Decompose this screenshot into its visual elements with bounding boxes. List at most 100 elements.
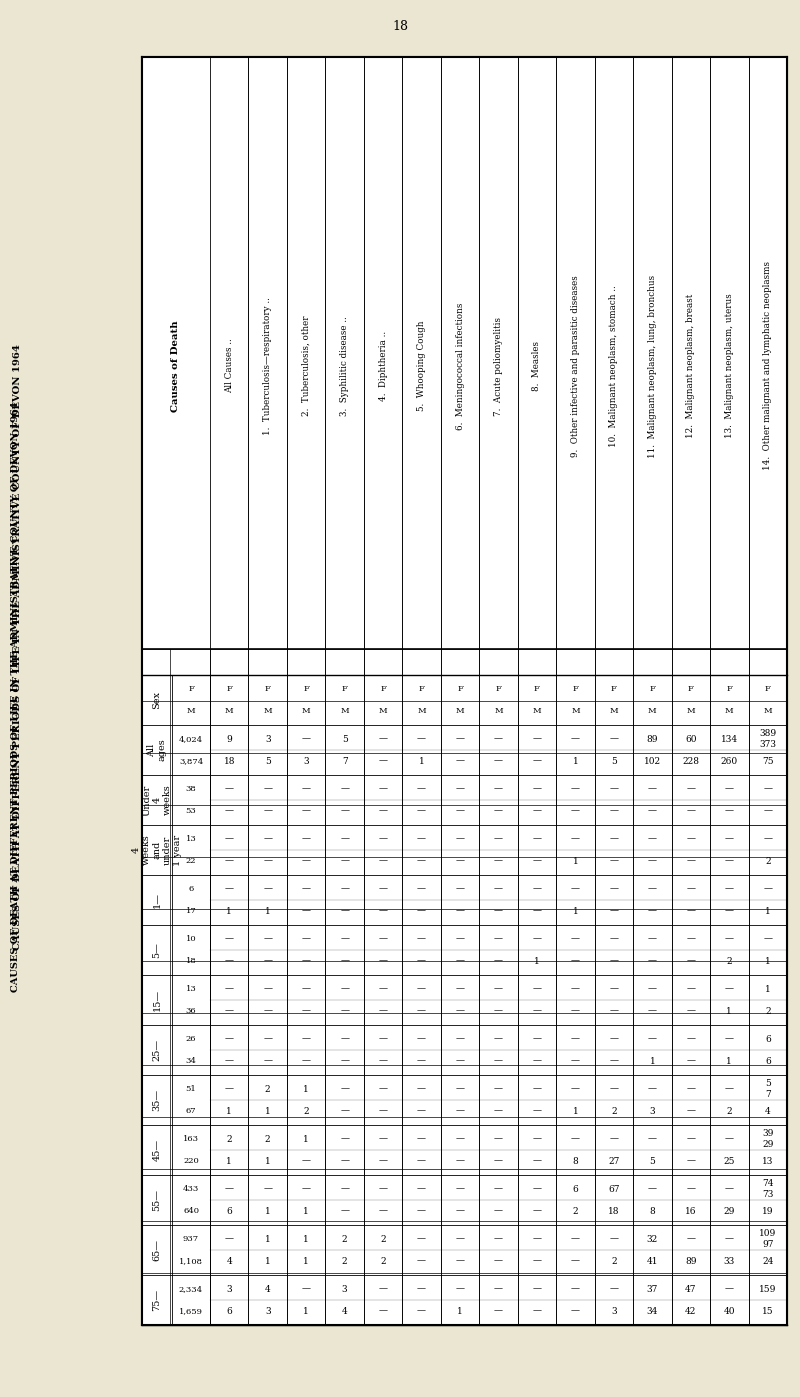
- Text: 10: 10: [186, 935, 196, 943]
- Text: 163: 163: [183, 1134, 199, 1143]
- Text: —: —: [417, 1084, 426, 1094]
- Text: 4: 4: [226, 1256, 232, 1266]
- Text: —: —: [610, 785, 618, 793]
- Text: —: —: [571, 935, 580, 943]
- Text: 6: 6: [573, 1185, 578, 1193]
- Text: —: —: [533, 1006, 542, 1016]
- Text: 2: 2: [226, 1134, 232, 1144]
- Text: —: —: [533, 1207, 542, 1215]
- Text: —: —: [340, 1056, 349, 1066]
- Text: —: —: [494, 907, 503, 915]
- Text: —: —: [571, 1284, 580, 1294]
- Text: —: —: [340, 1157, 349, 1165]
- Text: 1: 1: [765, 985, 770, 993]
- Text: —: —: [494, 884, 503, 894]
- Text: —: —: [417, 935, 426, 943]
- Text: —: —: [263, 1185, 272, 1193]
- Text: —: —: [686, 1235, 695, 1243]
- Text: 260: 260: [721, 757, 738, 766]
- Text: 5: 5: [650, 1157, 655, 1165]
- Text: —: —: [610, 1284, 618, 1294]
- Text: —: —: [494, 1006, 503, 1016]
- Text: —: —: [571, 957, 580, 965]
- Text: 34: 34: [646, 1306, 658, 1316]
- Text: M: M: [686, 707, 695, 715]
- Text: —: —: [455, 907, 465, 915]
- Text: —: —: [686, 1157, 695, 1165]
- Text: —: —: [378, 1157, 388, 1165]
- Text: F: F: [188, 685, 194, 693]
- Text: —: —: [455, 985, 465, 993]
- Text: 3: 3: [265, 735, 270, 743]
- Text: 25—: 25—: [153, 1039, 162, 1062]
- Text: 1—: 1—: [153, 893, 162, 908]
- Text: F: F: [457, 685, 463, 693]
- Text: 1,659: 1,659: [179, 1308, 203, 1315]
- Text: —: —: [494, 806, 503, 816]
- Text: —: —: [263, 935, 272, 943]
- Text: 5: 5: [342, 735, 347, 743]
- Text: —: —: [417, 735, 426, 743]
- Text: —: —: [725, 834, 734, 844]
- Text: —: —: [455, 1185, 465, 1193]
- Text: 18: 18: [186, 957, 196, 965]
- Text: —: —: [648, 856, 657, 866]
- Text: 228: 228: [682, 757, 699, 766]
- Text: 45—: 45—: [153, 1139, 162, 1161]
- Text: 1: 1: [765, 907, 770, 915]
- Text: —: —: [378, 1084, 388, 1094]
- Text: —: —: [610, 856, 618, 866]
- Text: 27: 27: [608, 1157, 619, 1165]
- Text: 1.  Tuberculosis—respiratory ..: 1. Tuberculosis—respiratory ..: [263, 298, 272, 434]
- Text: 9: 9: [226, 735, 232, 743]
- Text: —: —: [725, 1284, 734, 1294]
- Text: F: F: [303, 685, 309, 693]
- Text: 2: 2: [265, 1084, 270, 1094]
- Text: All Causes ..: All Causes ..: [225, 338, 234, 394]
- Text: M: M: [225, 707, 234, 715]
- Text: —: —: [494, 1256, 503, 1266]
- Text: —: —: [648, 1084, 657, 1094]
- Text: —: —: [417, 1056, 426, 1066]
- Text: M: M: [186, 707, 195, 715]
- Text: 6: 6: [188, 886, 194, 893]
- Text: 13: 13: [762, 1157, 774, 1165]
- Text: —: —: [455, 1084, 465, 1094]
- Text: —: —: [455, 884, 465, 894]
- Text: —: —: [340, 834, 349, 844]
- Text: 1: 1: [226, 1157, 232, 1165]
- Text: —: —: [725, 806, 734, 816]
- Text: —: —: [725, 1185, 734, 1193]
- Text: —: —: [455, 856, 465, 866]
- Text: —: —: [571, 1084, 580, 1094]
- Text: —: —: [648, 834, 657, 844]
- Text: 13: 13: [186, 835, 196, 842]
- Text: —: —: [263, 1056, 272, 1066]
- Text: —: —: [417, 806, 426, 816]
- Text: —: —: [455, 957, 465, 965]
- Text: 32: 32: [646, 1235, 658, 1243]
- Text: —: —: [417, 1106, 426, 1115]
- Text: —: —: [225, 1006, 234, 1016]
- Text: F: F: [534, 685, 540, 693]
- Text: —: —: [763, 884, 772, 894]
- Text: 39
29: 39 29: [762, 1129, 774, 1148]
- Text: —: —: [302, 806, 310, 816]
- Text: 89: 89: [646, 735, 658, 743]
- Text: —: —: [686, 884, 695, 894]
- Text: 2: 2: [303, 1106, 309, 1115]
- Text: —: —: [455, 834, 465, 844]
- Text: 9.  Other infective and parasitic diseases: 9. Other infective and parasitic disease…: [571, 275, 580, 457]
- Text: 47: 47: [685, 1284, 697, 1294]
- Text: —: —: [455, 1035, 465, 1044]
- Text: —: —: [225, 834, 234, 844]
- Text: 5
7: 5 7: [765, 1080, 770, 1098]
- Text: —: —: [225, 957, 234, 965]
- Text: 6.  Meningococcal infections: 6. Meningococcal infections: [455, 302, 465, 430]
- Text: 2: 2: [611, 1106, 617, 1115]
- Text: F: F: [226, 685, 232, 693]
- Text: —: —: [378, 1207, 388, 1215]
- Text: —: —: [494, 985, 503, 993]
- Text: —: —: [378, 834, 388, 844]
- Text: —: —: [571, 1134, 580, 1144]
